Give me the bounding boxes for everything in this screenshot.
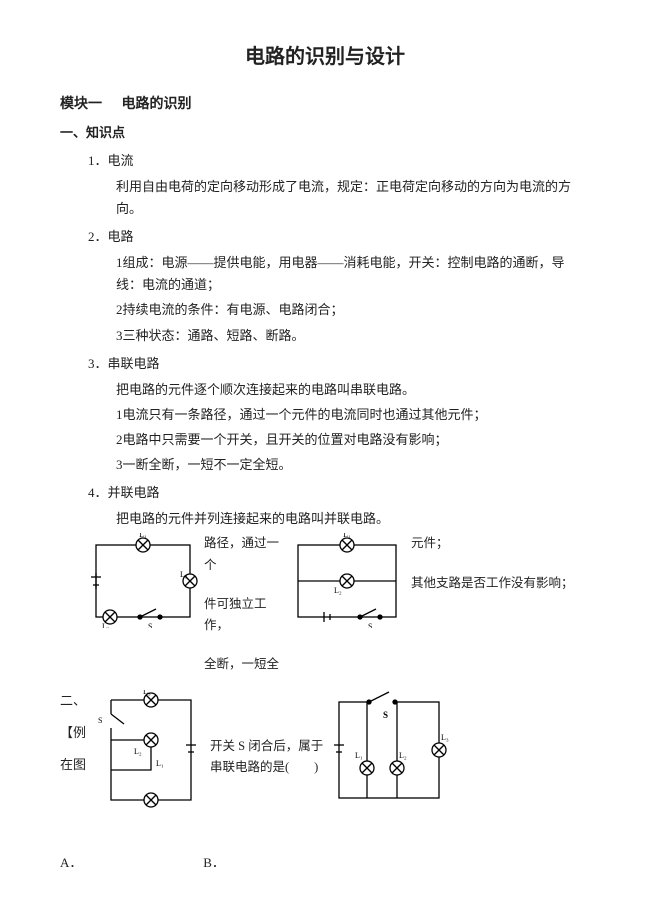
series-circuit-diagram: L₁ L₂ L₃ S (88, 533, 198, 628)
exB-L3: L₃ (441, 733, 449, 742)
p4-r1b: 元件； (411, 533, 590, 554)
option-a: A． (60, 852, 200, 874)
section-heading: 一、知识点 (60, 122, 590, 144)
item-3-l3: 3一断全断，一短不一定全短。 (116, 454, 590, 476)
p4-r1a: 路径，通过一个 (204, 533, 284, 576)
p4-r3a: 全断，一短全 (204, 654, 284, 675)
item-2-heading: 2．电路 (88, 226, 590, 248)
label-L3: L₃ (180, 570, 188, 579)
module-name: 电路的识别 (121, 95, 191, 111)
exB-L1: L₁ (355, 751, 363, 760)
diagram-row-1: L₁ L₂ L₃ S 路径，通过一个 件可独立工作， 全断，一短全 (88, 533, 590, 675)
ex-pre1: 二、 (60, 690, 96, 712)
exA-S: S (98, 716, 102, 725)
item-1-body: 利用自由电荷的定向移动形成了电流，规定：正电荷定向移动的方向为电流的方向。 (116, 176, 590, 220)
item-4-intro: 把电路的元件并列连接起来的电路叫并联电路。 (116, 508, 590, 530)
page-title: 电路的识别与设计 (60, 40, 590, 74)
label-Lp1: L₁ (343, 533, 351, 539)
ex-pre3: 在图 (60, 754, 96, 776)
item-1-heading: 1．电流 (88, 150, 590, 172)
module-label: 模块一 (60, 95, 102, 111)
p4-r2b: 其他支路是否工作没有影响； (411, 573, 590, 594)
label-L2: L₂ (102, 622, 110, 628)
label-L1: L₁ (139, 533, 147, 539)
exB-S: S (383, 710, 388, 720)
label-Sp: S (368, 622, 372, 628)
item-3-intro: 把电路的元件逐个顺次连接起来的电路叫串联电路。 (116, 379, 590, 401)
example-row: 二、 【例 在图 (60, 690, 590, 810)
item-3-l2: 2电路中只需要一个开关，且开关的位置对电路没有影响； (116, 429, 590, 451)
module-heading: 模块一 电路的识别 (60, 92, 590, 116)
exB-L2: L₂ (399, 751, 407, 760)
exA-L1: L₁ (156, 759, 164, 768)
label-S: S (148, 622, 152, 628)
example-circuit-b: S L₁ L₂ L₃ (329, 690, 449, 810)
label-Lp2: L₂ (334, 586, 342, 595)
item-4-heading: 4．并联电路 (88, 482, 590, 504)
item-2-l3: 3三种状态：通路、短路、断路。 (116, 325, 590, 347)
parallel-circuit-diagram: L₁ L₂ S (290, 533, 405, 628)
item-2-l1: 1组成：电源——提供电能，用电器——消耗电能，开关：控制电路的通断，导线：电流的… (116, 252, 590, 296)
example-question: 开关 S 闭合后，属于串联电路的是( ) (206, 690, 329, 779)
item-3-heading: 3．串联电路 (88, 353, 590, 375)
exA-L2: L₂ (134, 747, 142, 756)
ex-pre2: 【例 (60, 722, 96, 744)
example-circuit-a: L₃ S L₂ L₁ (96, 690, 206, 810)
options-row: A． B． (60, 852, 590, 874)
item-2-l2: 2持续电流的条件：有电源、电路闭合； (116, 299, 590, 321)
p4-r2a: 件可独立工作， (204, 594, 284, 637)
option-b: B． (203, 855, 225, 870)
exA-L3: L₃ (143, 690, 151, 696)
item-3-l1: 1电流只有一条路径，通过一个元件的电流同时也通过其他元件； (116, 404, 590, 426)
